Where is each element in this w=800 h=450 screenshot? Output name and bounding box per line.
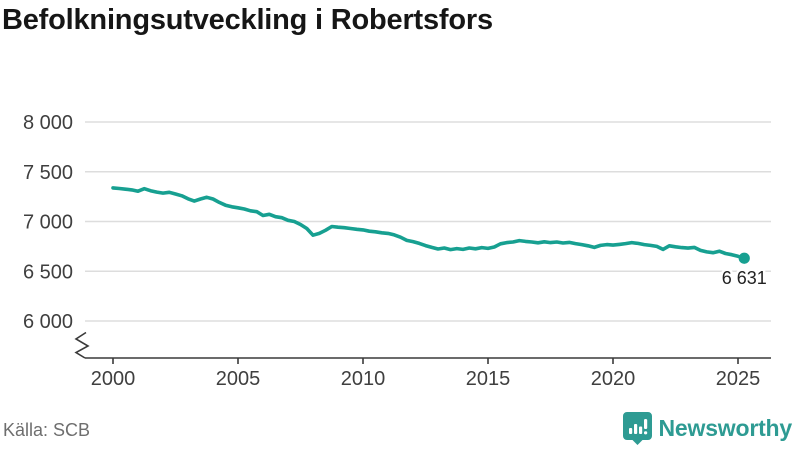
x-tick-label-2005: 2005	[216, 368, 261, 390]
y-tick-label-6000: 6 000	[23, 311, 73, 333]
newsworthy-logo[interactable]: Newsworthy	[622, 412, 793, 445]
source-label: Källa: SCB	[3, 420, 91, 440]
x-tick-label-2015: 2015	[466, 368, 511, 390]
newsworthy-wordmark: Newsworthy	[658, 415, 793, 441]
chart-title: Befolkningsutveckling i Robertsfors	[2, 4, 493, 36]
population-series-line	[111, 186, 747, 261]
y-tick-label-7000: 7 000	[23, 212, 73, 234]
y-tick-label-7500: 7 500	[23, 162, 73, 184]
end-point-marker	[738, 252, 750, 264]
y-tick-label-8000: 8 000	[23, 112, 73, 134]
x-tick-label-2010: 2010	[341, 368, 386, 390]
end-value-label: 6 631	[722, 268, 767, 288]
y-axis-break-icon	[74, 331, 90, 359]
newsworthy-icon	[622, 412, 652, 445]
x-tick-label-2025: 2025	[716, 368, 761, 390]
x-tick-label-2020: 2020	[591, 368, 636, 390]
y-tick-label-6500: 6 500	[23, 261, 73, 283]
x-tick-label-2000: 2000	[91, 368, 136, 390]
